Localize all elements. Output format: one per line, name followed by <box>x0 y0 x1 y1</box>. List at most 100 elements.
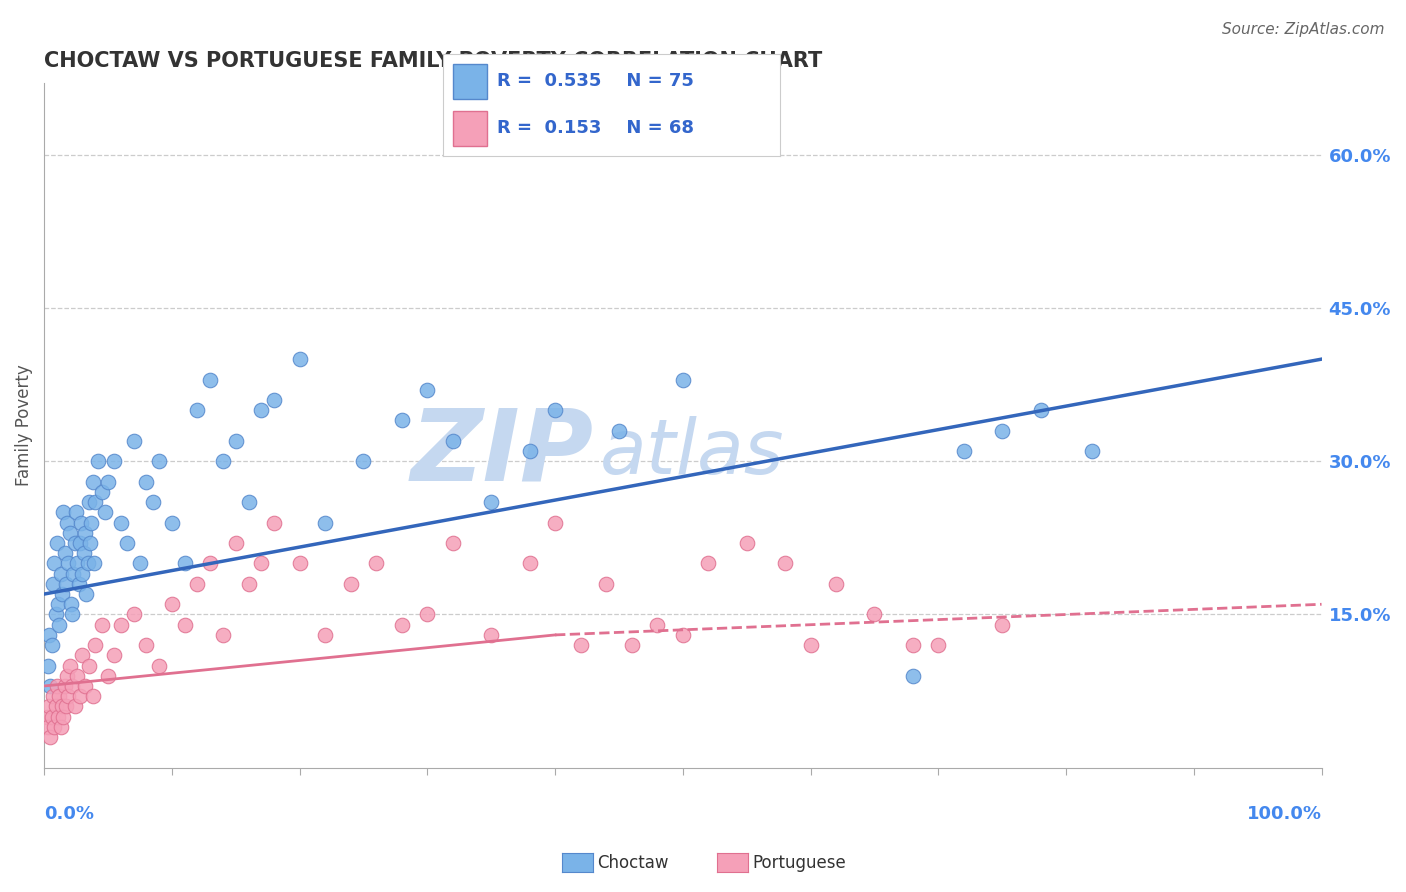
Point <box>901 669 924 683</box>
Point <box>110 516 132 530</box>
Point <box>42 577 65 591</box>
Point <box>39 730 62 744</box>
Point <box>67 577 90 591</box>
Point <box>62 566 84 581</box>
Point <box>35 709 58 723</box>
Point <box>73 525 96 540</box>
Text: Portuguese: Portuguese <box>752 854 846 871</box>
Point <box>991 617 1014 632</box>
Text: Choctaw: Choctaw <box>598 854 669 871</box>
Point <box>160 516 183 530</box>
Point <box>198 373 221 387</box>
Text: atlas: atlas <box>600 416 785 490</box>
Point <box>90 484 112 499</box>
Point <box>41 638 63 652</box>
Point <box>142 495 165 509</box>
Point <box>519 444 541 458</box>
Point <box>672 628 695 642</box>
Point <box>122 434 145 448</box>
Point <box>60 679 83 693</box>
Point <box>160 597 183 611</box>
Point <box>94 505 117 519</box>
Point <box>238 495 260 509</box>
Point <box>39 679 62 693</box>
Point <box>65 505 87 519</box>
Point <box>115 536 138 550</box>
Point <box>544 516 567 530</box>
Point <box>45 679 67 693</box>
Point <box>479 495 502 509</box>
Point <box>55 577 77 591</box>
Point <box>38 699 60 714</box>
Point <box>97 475 120 489</box>
Point <box>37 720 59 734</box>
Point <box>1080 444 1102 458</box>
Point <box>75 587 97 601</box>
Point <box>212 454 235 468</box>
Point <box>927 638 949 652</box>
Point <box>69 689 91 703</box>
Point <box>103 454 125 468</box>
Point <box>250 403 273 417</box>
Point <box>800 638 823 652</box>
Point <box>45 536 67 550</box>
Point <box>72 566 94 581</box>
Point <box>51 587 73 601</box>
Point <box>90 617 112 632</box>
Point <box>225 434 247 448</box>
Point <box>441 434 464 448</box>
Point <box>77 658 100 673</box>
Point <box>44 557 66 571</box>
Point <box>569 638 592 652</box>
Point <box>66 557 89 571</box>
Point <box>82 689 104 703</box>
Point <box>82 475 104 489</box>
Point <box>52 709 75 723</box>
Point <box>186 577 208 591</box>
Point <box>63 699 86 714</box>
Point <box>84 638 107 652</box>
Point <box>38 628 60 642</box>
Point <box>63 536 86 550</box>
Point <box>212 628 235 642</box>
Point <box>991 424 1014 438</box>
Point <box>314 628 336 642</box>
Point <box>825 577 848 591</box>
Point <box>69 536 91 550</box>
Point <box>55 699 77 714</box>
Text: 100.0%: 100.0% <box>1247 805 1322 823</box>
Text: ZIP: ZIP <box>411 404 593 501</box>
Point <box>53 546 76 560</box>
Point <box>1029 403 1052 417</box>
Point <box>45 607 67 622</box>
Point <box>672 373 695 387</box>
Point <box>59 525 82 540</box>
Point <box>353 454 375 468</box>
Point <box>238 577 260 591</box>
Point <box>173 557 195 571</box>
Point <box>148 454 170 468</box>
Point <box>122 607 145 622</box>
Point <box>391 617 413 632</box>
Point <box>41 709 63 723</box>
Text: CHOCTAW VS PORTUGUESE FAMILY POVERTY CORRELATION CHART: CHOCTAW VS PORTUGUESE FAMILY POVERTY COR… <box>44 51 823 70</box>
Point <box>416 607 439 622</box>
Point <box>44 720 66 734</box>
Point <box>173 617 195 632</box>
Point <box>51 699 73 714</box>
Point <box>79 536 101 550</box>
Point <box>953 444 976 458</box>
Point <box>53 679 76 693</box>
Point <box>80 516 103 530</box>
Point <box>697 557 720 571</box>
Point <box>46 597 69 611</box>
Point <box>901 638 924 652</box>
Point <box>77 495 100 509</box>
Point <box>391 413 413 427</box>
Point <box>59 658 82 673</box>
Point <box>59 597 82 611</box>
Point <box>225 536 247 550</box>
Point <box>84 495 107 509</box>
Point <box>56 516 79 530</box>
Point <box>58 557 80 571</box>
